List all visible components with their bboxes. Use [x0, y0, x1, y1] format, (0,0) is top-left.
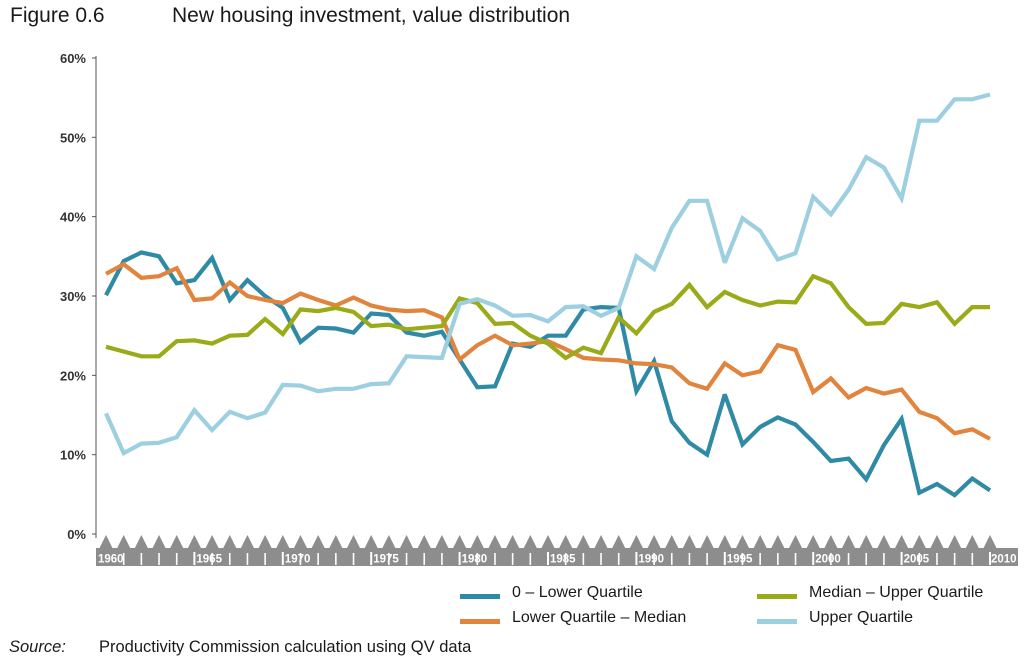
x-axis-band [96, 535, 1018, 566]
x-tick-label: 1995 [727, 554, 753, 566]
source-label: Source: [9, 638, 66, 656]
figure-heading: Figure 0.6 New housing investment, value … [10, 4, 570, 28]
source-note: Source: Productivity Commission calculati… [9, 638, 471, 657]
y-tick-label: 0% [67, 527, 86, 542]
x-tick-label: 2010 [991, 554, 1017, 566]
y-tick-label: 30% [60, 289, 86, 304]
series-line-1 [105, 261, 991, 441]
legend-swatch-1 [460, 619, 500, 624]
y-tick-label: 40% [60, 210, 86, 225]
series-line-0 [104, 250, 992, 498]
source-text: Productivity Commission calculation usin… [99, 638, 472, 656]
x-tick-label: 1975 [373, 554, 399, 566]
figure-title: New housing investment, value distributi… [172, 4, 571, 27]
legend-label-3: Upper Quartile [809, 609, 914, 626]
x-tick-label: 1990 [638, 554, 664, 566]
series-line-2 [105, 273, 990, 361]
legend-swatch-0 [460, 594, 500, 599]
y-axis: 0% 10% 20% 30% 40% 50% 60% [60, 51, 97, 542]
x-tick-label: 1985 [550, 554, 576, 566]
series-line-3 [104, 92, 991, 457]
legend: 0 – Lower Quartile Lower Quartile – Medi… [460, 584, 1020, 632]
legend-label-2: Median – Upper Quartile [809, 584, 984, 601]
x-tick-label: 2000 [815, 554, 841, 566]
x-axis: 1960 1965 1970 1975 1980 1985 1990 1995 2000 2005… [96, 535, 1018, 566]
x-tick-label: 1980 [462, 554, 488, 566]
legend-swatch-2 [757, 594, 797, 599]
x-tick-label: 1970 [285, 554, 311, 566]
y-tick-label: 60% [60, 51, 86, 66]
y-tick-label: 10% [60, 448, 86, 463]
legend-label-1: Lower Quartile – Median [512, 609, 687, 626]
figure-number: Figure 0.6 [10, 4, 105, 27]
x-tick-label: 1960 [98, 554, 124, 566]
x-tick-label: 1965 [196, 554, 222, 566]
x-tick-label: 2005 [904, 554, 930, 566]
y-tick-label: 20% [60, 368, 86, 383]
legend-swatch-3 [757, 619, 797, 624]
legend-label-0: 0 – Lower Quartile [512, 584, 643, 601]
y-tick-label: 50% [60, 130, 86, 145]
series-layer [104, 92, 992, 498]
